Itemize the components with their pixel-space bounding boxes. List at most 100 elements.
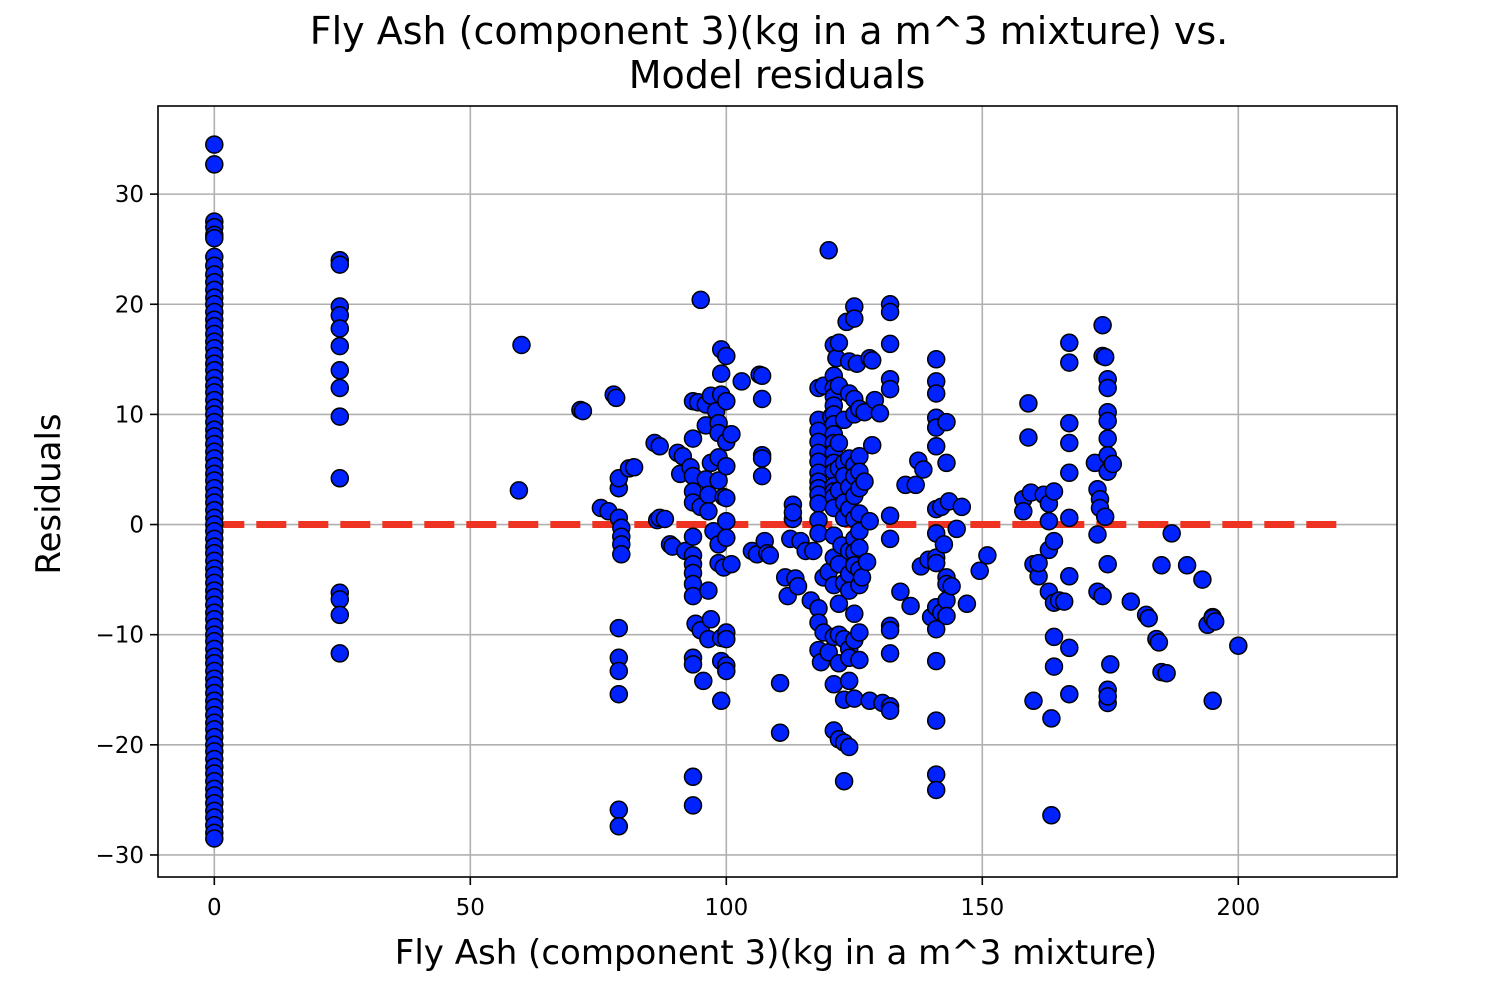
x-tick-label: 150 [960, 895, 1004, 921]
scatter-point [624, 458, 644, 477]
scatter-point [752, 449, 772, 468]
scatter-point [926, 651, 946, 671]
scatter-point [330, 590, 350, 609]
scatter-point [809, 524, 828, 543]
scatter-point [978, 546, 997, 565]
scatter-point [857, 552, 877, 572]
scatter-point [694, 671, 713, 691]
scatter-point [819, 241, 838, 260]
scatter-point [330, 644, 350, 663]
scatter-point [845, 309, 864, 328]
scatter-point [1019, 428, 1038, 447]
scatter-point [880, 701, 900, 720]
y-tick-label: −20 [95, 733, 144, 759]
scatter-point [1060, 413, 1079, 433]
y-tick-label: −10 [95, 623, 144, 649]
scatter-point [957, 594, 977, 614]
scatter-point [330, 255, 350, 274]
scatter-point [205, 135, 224, 154]
scatter-point [1044, 627, 1064, 647]
x-tick-label: 0 [207, 895, 222, 921]
scatter-point [655, 509, 675, 529]
scatter-point [788, 576, 808, 596]
scatter-point [330, 319, 350, 338]
scatter-point [1019, 394, 1038, 413]
scatter-point [829, 433, 849, 453]
scatter-point [829, 333, 849, 353]
y-tick-label: 10 [115, 402, 144, 428]
scatter-point [937, 453, 956, 473]
scatter-point [1098, 378, 1117, 398]
scatter-point [809, 494, 828, 513]
scatter-point [717, 488, 736, 508]
scatter-point [512, 335, 531, 355]
scatter-point [1093, 315, 1112, 335]
scatter-point [1157, 663, 1176, 683]
scatter-point [937, 412, 956, 432]
scatter-point [926, 780, 946, 800]
scatter-point [1060, 433, 1079, 453]
scatter-point [752, 366, 772, 386]
scatter-point [870, 404, 890, 423]
scatter-point [1039, 511, 1059, 531]
scatter-point [1060, 353, 1079, 372]
scatter-point [205, 155, 224, 174]
scatter-point [1193, 570, 1212, 589]
scatter-point [606, 388, 626, 408]
scatter-point [926, 384, 946, 403]
scatter-point [1095, 347, 1115, 367]
scatter-point [1098, 687, 1117, 706]
scatter-point [609, 618, 629, 638]
scatter-point [906, 475, 925, 495]
scatter-point [650, 437, 669, 456]
scatter-point [862, 435, 882, 455]
scatter-point [880, 644, 900, 663]
scatter-point [205, 228, 224, 248]
scatter-point [609, 684, 629, 704]
scatter-point [1098, 411, 1117, 431]
scatter-point [1162, 524, 1181, 543]
scatter-point [783, 503, 803, 522]
scatter-point [1060, 463, 1079, 483]
scatter-point [717, 629, 736, 649]
scatter-point [1060, 638, 1079, 658]
scatter-point [330, 336, 350, 356]
scatter-point [1203, 691, 1222, 711]
scatter-point [1024, 691, 1043, 711]
scatter-point [770, 673, 790, 693]
y-axis-ticks: −30 −20 −10 0 10 20 30 [95, 182, 158, 869]
scatter-point [914, 460, 933, 479]
scatter-point [722, 554, 741, 574]
scatter-point [880, 302, 900, 322]
scatter-point [850, 538, 869, 557]
scatter-point [952, 497, 972, 517]
scatter-point [1044, 531, 1064, 551]
scatter-point [880, 506, 900, 525]
scatter-point [850, 623, 869, 642]
scatter-point [1177, 556, 1197, 575]
scatter-point [852, 568, 872, 587]
scatter-point [609, 661, 629, 681]
scatter-point [1098, 554, 1117, 574]
scatter-point [722, 424, 741, 444]
scatter-point [699, 581, 718, 600]
scatter-point [926, 619, 946, 639]
scatter-point [1060, 508, 1079, 528]
x-axis-ticks: 0 50 100 150 200 [207, 877, 1260, 921]
scatter-point [1088, 525, 1107, 544]
scatter-point [1044, 657, 1064, 676]
scatter-point [509, 481, 529, 500]
scatter-point [330, 605, 350, 625]
scatter-point [1103, 454, 1123, 474]
scatter-point [330, 378, 350, 398]
scatter-point [855, 472, 874, 491]
scatter-point [330, 469, 350, 488]
y-tick-label: −30 [95, 843, 144, 869]
scatter-point [891, 582, 910, 601]
scatter-point [609, 800, 629, 820]
scatter-point [717, 528, 736, 548]
scatter-point [1042, 806, 1061, 825]
scatter-point [1098, 429, 1117, 448]
scatter-point [829, 594, 849, 614]
